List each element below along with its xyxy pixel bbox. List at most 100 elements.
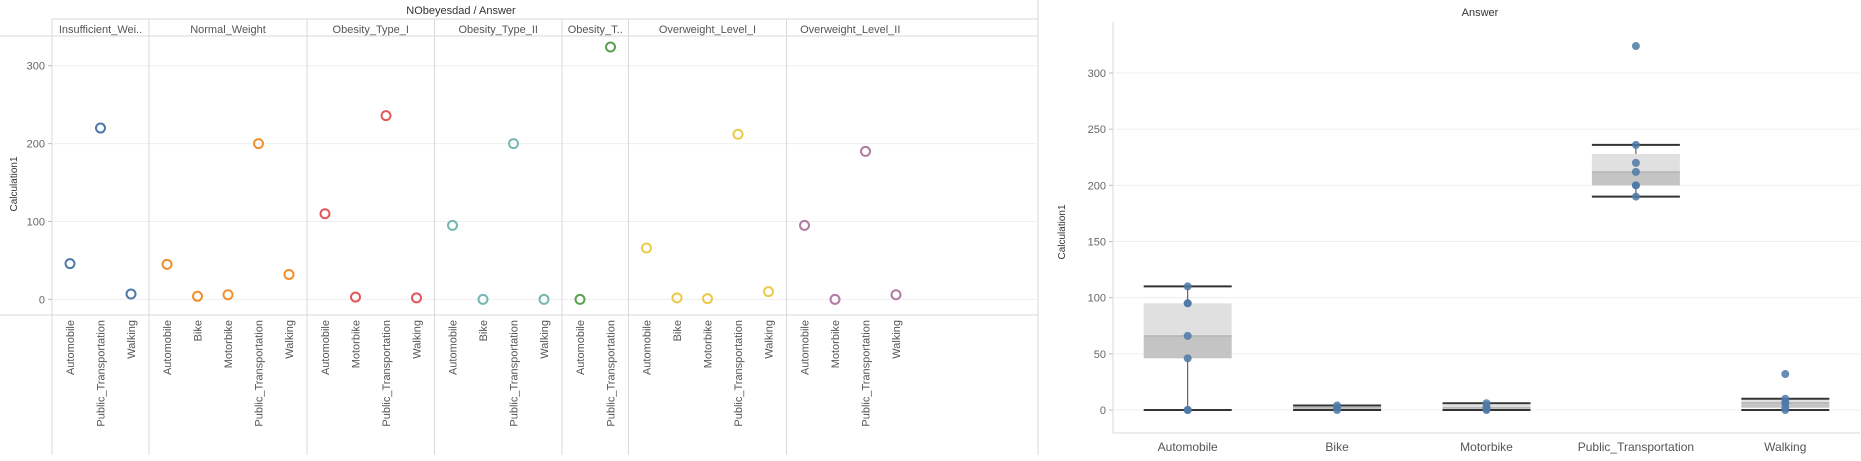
data-point	[447, 219, 458, 231]
box-upper	[1143, 303, 1232, 336]
data-point	[192, 290, 203, 302]
x-tick-label: Bike	[672, 320, 684, 341]
x-tick-label: Automobile	[642, 320, 654, 375]
x-tick-label: Bike	[1325, 440, 1349, 454]
x-tick-label: Public_Transportation	[861, 320, 873, 427]
y-tick-label: 300	[27, 61, 45, 73]
box-lower	[1143, 335, 1232, 359]
data-point	[350, 291, 361, 303]
x-tick-label: Automobile	[65, 320, 77, 375]
x-tick-label: Automobile	[1158, 440, 1218, 454]
data-point	[1183, 354, 1192, 363]
x-tick-label: Motorbike	[703, 320, 715, 368]
data-point	[860, 145, 871, 157]
data-point	[702, 293, 713, 305]
y-axis-label: Calculation1	[9, 156, 20, 211]
y-tick-label: 0	[39, 294, 45, 306]
data-point	[1183, 299, 1192, 308]
x-tick-label: Walking	[412, 320, 424, 359]
x-tick-label: Public_Transportation	[606, 320, 618, 427]
y-tick-label: 50	[1094, 349, 1106, 361]
data-point	[671, 292, 683, 304]
data-point	[411, 292, 422, 304]
x-tick-label: Walking	[764, 320, 776, 359]
panel-header-label: Insufficient_Wei..	[59, 24, 142, 36]
data-point	[799, 219, 810, 231]
x-tick-label: Public_Transportation	[509, 320, 521, 427]
x-tick-label: Motorbike	[223, 320, 235, 368]
data-point	[1631, 140, 1640, 149]
data-point	[319, 208, 331, 220]
x-tick-label: Public_Transportation	[96, 320, 108, 427]
panel-header-label: Obesity_T..	[568, 24, 623, 36]
x-tick-label: Bike	[478, 320, 490, 341]
data-point	[1333, 403, 1342, 412]
data-point	[1631, 42, 1640, 51]
data-point	[283, 268, 295, 280]
data-point	[1482, 404, 1491, 413]
data-point	[161, 258, 173, 270]
y-tick-label: 300	[1088, 68, 1106, 80]
data-point	[890, 289, 902, 301]
data-point	[1781, 370, 1790, 379]
data-point	[641, 242, 652, 254]
data-point	[1781, 406, 1790, 414]
x-tick-label: Automobile	[575, 320, 587, 375]
x-tick-label: Walking	[284, 320, 296, 359]
x-tick-label: Public_Transportation	[1578, 440, 1694, 454]
y-tick-label: 100	[1088, 293, 1106, 305]
data-point	[1631, 167, 1640, 176]
data-point	[95, 122, 106, 134]
x-tick-label: Motorbike	[351, 320, 363, 368]
data-point	[1631, 158, 1640, 167]
x-tick-label: Automobile	[448, 320, 460, 375]
data-point	[1631, 181, 1640, 190]
y-tick-label: 200	[27, 139, 45, 151]
x-tick-label: Walking	[539, 320, 551, 359]
x-tick-label: Automobile	[162, 320, 174, 375]
panel-header-label: Normal_Weight	[190, 24, 266, 36]
chart-title: Answer	[1462, 7, 1499, 19]
data-point	[125, 288, 137, 300]
x-tick-label: Walking	[1764, 440, 1806, 454]
data-point	[508, 138, 519, 150]
data-point	[380, 110, 392, 122]
chart-title: NObeyesdad / Answer	[406, 5, 516, 17]
panel-header-label: Obesity_Type_II	[459, 24, 539, 36]
y-tick-label: 150	[1088, 237, 1106, 249]
x-tick-label: Automobile	[800, 320, 812, 375]
data-point	[829, 293, 841, 305]
panel-header-label: Overweight_Level_I	[659, 24, 756, 36]
x-tick-label: Bike	[193, 320, 205, 341]
data-point	[477, 293, 489, 305]
data-point	[1183, 282, 1192, 291]
panel-header-label: Overweight_Level_II	[800, 24, 900, 36]
x-tick-label: Public_Transportation	[733, 320, 745, 427]
x-tick-label: Public_Transportation	[381, 320, 393, 427]
data-point	[763, 286, 774, 298]
data-point	[1183, 331, 1192, 340]
data-point	[222, 289, 234, 301]
data-point	[574, 293, 586, 305]
x-tick-label: Walking	[126, 320, 138, 359]
y-tick-label: 200	[1088, 180, 1106, 192]
y-tick-label: 0	[1100, 405, 1106, 417]
x-tick-label: Motorbike	[1460, 440, 1513, 454]
panel-header-label: Obesity_Type_I	[333, 24, 409, 36]
data-point	[1631, 192, 1640, 201]
x-tick-label: Walking	[891, 320, 903, 359]
x-tick-label: Public_Transportation	[254, 320, 266, 427]
y-tick-label: 100	[27, 217, 45, 229]
y-axis-label: Calculation1	[1057, 204, 1068, 259]
box-lower	[1591, 171, 1680, 186]
data-point	[253, 138, 264, 150]
data-point	[64, 258, 76, 270]
data-point	[538, 293, 550, 305]
x-tick-label: Automobile	[320, 320, 332, 375]
data-point	[605, 41, 616, 53]
data-point	[732, 128, 744, 140]
scatter-chart: NObeyesdad / Answer Calculation1 0 100 200…	[0, 0, 1039, 455]
x-tick-label: Motorbike	[830, 320, 842, 368]
data-point	[1781, 399, 1790, 408]
y-tick-label: 250	[1088, 124, 1106, 136]
